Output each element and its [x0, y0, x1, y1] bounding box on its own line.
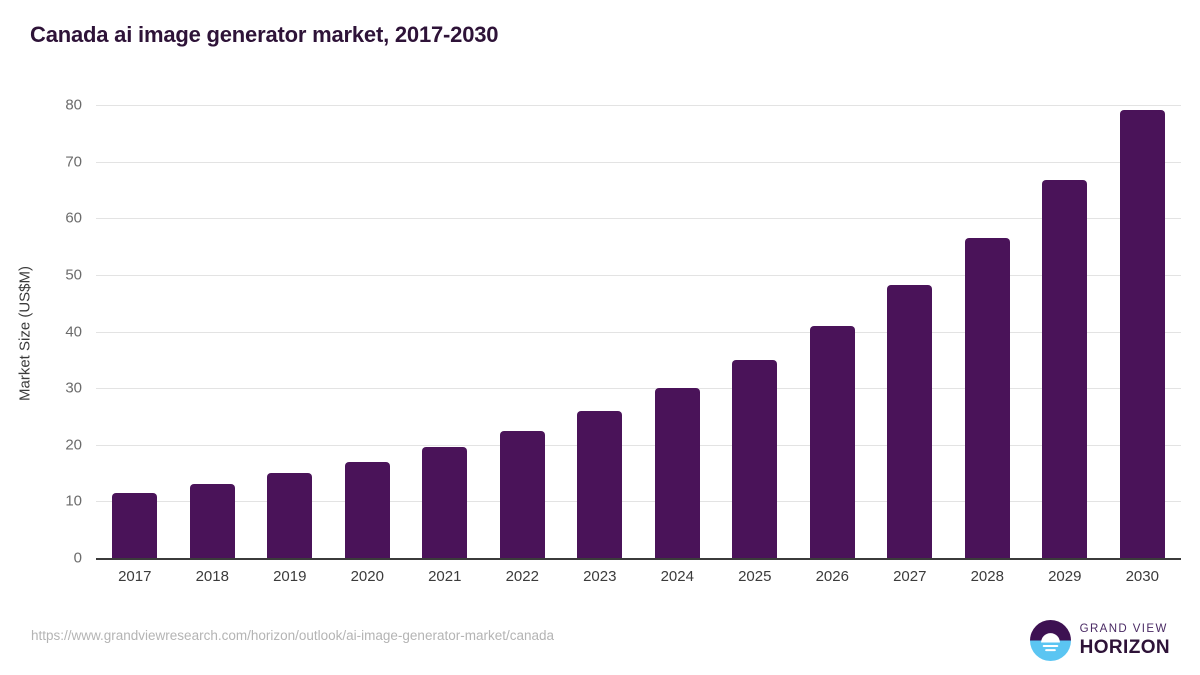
bar-2020[interactable] [344, 461, 390, 558]
y-tick-label: 30 [65, 379, 82, 397]
y-tick-label: 80 [65, 96, 82, 114]
bar-2024[interactable] [654, 387, 700, 558]
gridline [96, 331, 1181, 333]
x-tick-label: 2026 [815, 568, 849, 585]
source-url[interactable]: https://www.grandviewresearch.com/horizo… [31, 628, 554, 643]
x-tick-label: 2029 [1048, 568, 1082, 585]
bar-2022[interactable] [499, 431, 545, 558]
gridline [96, 105, 1181, 106]
x-tick-label: 2019 [273, 568, 307, 585]
bar-2018[interactable] [189, 484, 235, 558]
bar-series [96, 105, 1181, 558]
bar-2019[interactable] [267, 473, 313, 558]
y-tick-label: 40 [65, 323, 82, 340]
y-tick-label: 50 [65, 266, 82, 284]
y-tick-label: 10 [65, 492, 82, 510]
logo-line-horizon: HORIZON [1079, 637, 1170, 659]
bar-2029[interactable] [1042, 180, 1088, 558]
horizon-sun-circle-icon [1029, 620, 1071, 661]
y-tick-label: 70 [65, 153, 82, 171]
plot-grid [96, 105, 1181, 558]
x-tick-label: 2023 [583, 568, 617, 585]
x-axis-line [96, 558, 1181, 560]
bar-2027[interactable] [887, 285, 933, 558]
logo-wordmark: GRAND VIEW HORIZON [1079, 622, 1170, 659]
page-title: Canada ai image generator market, 2017-2… [30, 22, 499, 47]
bar-2030[interactable] [1119, 110, 1165, 558]
bar-2023[interactable] [577, 410, 623, 558]
gridline [96, 388, 1181, 390]
bar-2028[interactable] [964, 237, 1010, 558]
gridline [96, 444, 1181, 446]
x-tick-label: 2021 [428, 568, 462, 585]
gridline [96, 218, 1181, 220]
gridline [96, 274, 1181, 276]
y-axis: Market Size (US$M) 0 10 20 30 40 50 60 70 80 [0, 0, 96, 675]
x-tick-label: 2027 [893, 568, 927, 585]
x-tick-label: 2030 [1125, 568, 1159, 585]
logo-line-grand-view: GRAND VIEW [1079, 622, 1168, 635]
bar-2026[interactable] [809, 325, 855, 558]
x-tick-label: 2025 [738, 568, 772, 585]
y-tick-label: 60 [65, 209, 82, 227]
y-axis-title: Market Size (US$M) [16, 265, 34, 402]
x-tick-label: 2017 [118, 568, 152, 585]
x-tick-label: 2028 [970, 568, 1004, 585]
bar-2025[interactable] [732, 359, 778, 558]
x-axis: 2017 2018 2019 2020 2021 2022 2023 2024 2025 2026… [96, 568, 1181, 596]
x-tick-label: 2022 [505, 568, 539, 585]
x-tick-label: 2020 [350, 568, 384, 585]
bar-2017[interactable] [112, 492, 158, 558]
y-tick-label: 0 [73, 549, 82, 567]
gridline [96, 501, 1181, 503]
x-tick-label: 2024 [660, 568, 694, 585]
y-tick-label: 20 [65, 436, 82, 454]
x-tick-label: 2018 [195, 568, 229, 585]
gridline [96, 161, 1181, 163]
brand-logo: GRAND VIEW HORIZON [1029, 620, 1170, 661]
bar-2021[interactable] [422, 447, 468, 558]
